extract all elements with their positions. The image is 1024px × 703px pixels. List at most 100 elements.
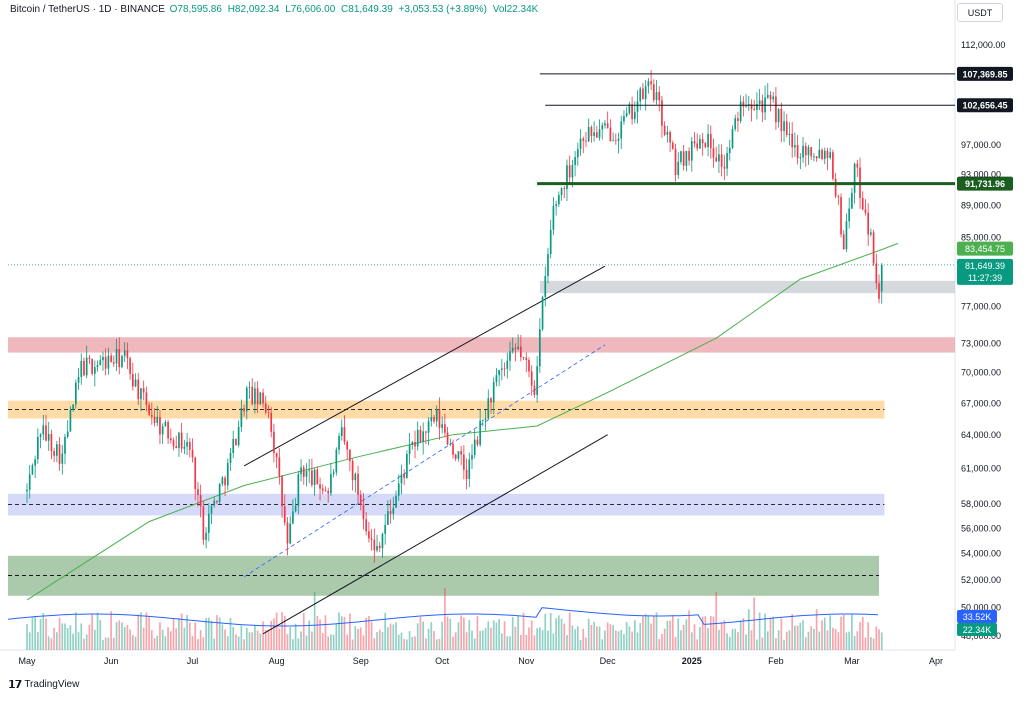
volume-bar [373, 638, 376, 650]
candle-body [734, 118, 737, 130]
candle-body [709, 133, 712, 149]
volume-bar [756, 639, 758, 650]
candle-body [756, 103, 758, 110]
volume-bar [240, 625, 243, 650]
y-tick-label: 97,000.00 [961, 140, 1001, 150]
price-label-text: 107,369.85 [962, 69, 1007, 79]
volume-bar [37, 632, 39, 650]
candle-body [625, 113, 628, 117]
candle-body [465, 469, 468, 479]
candle-body [183, 446, 186, 449]
candle-body [639, 88, 642, 102]
volume-bar [796, 625, 799, 650]
volume-bar [772, 616, 775, 650]
volume-bar [723, 620, 726, 650]
candle-body [566, 165, 568, 190]
candle-body [718, 154, 720, 162]
candle-body [861, 197, 864, 210]
volume-bar [829, 615, 832, 650]
volume-bar [53, 627, 55, 650]
candle-body [330, 474, 332, 494]
volume-bar [593, 621, 595, 650]
volume-bar [506, 636, 509, 650]
volume-bar [677, 618, 680, 650]
volume-bar [704, 616, 707, 650]
volume-bar [31, 616, 34, 650]
candle-body [614, 140, 617, 142]
volume-bar [294, 623, 297, 650]
candle-body [720, 154, 723, 167]
volume-bar [74, 612, 77, 650]
candle-body [56, 444, 58, 456]
candle-body [794, 145, 796, 148]
volume-bar [731, 629, 734, 650]
currency-button[interactable]: USDT [957, 3, 1003, 22]
candle-body [571, 164, 574, 178]
candle-body [538, 329, 541, 367]
candle-body [438, 409, 441, 428]
candle-body [332, 472, 335, 475]
volume-bar [403, 638, 406, 650]
volume-bar [671, 615, 674, 650]
candle-body [294, 505, 297, 512]
volume-bar [465, 632, 468, 650]
volume-bar [517, 615, 519, 650]
x-tick-label: Mar [844, 656, 860, 666]
candle-body [110, 355, 112, 363]
volume-bar [848, 631, 851, 650]
candle-body [400, 474, 403, 484]
candle-body [83, 360, 85, 376]
candle-body [403, 474, 406, 478]
volume-bar [579, 639, 582, 650]
candle-body [582, 138, 585, 141]
candle-body [671, 142, 674, 149]
volume-bar [875, 626, 878, 650]
candle-body [34, 459, 36, 466]
tradingview-branding[interactable]: 𝟭𝟳 TradingView [8, 678, 79, 691]
candle-body [723, 166, 726, 169]
price-label-bg [957, 176, 1013, 191]
candle-body [823, 150, 826, 159]
candle-body [72, 404, 74, 410]
volume-bar [473, 638, 476, 650]
candle-body [501, 368, 503, 370]
candle-body [650, 81, 652, 85]
volume-bar [47, 636, 50, 650]
candle-body [104, 356, 107, 369]
volume-bar [777, 630, 780, 650]
candle-body [661, 100, 663, 126]
volume-bar [547, 630, 549, 650]
volume-bar [172, 618, 175, 650]
volume-bar [544, 613, 547, 650]
volume-bar [264, 630, 267, 650]
volume-bar [153, 637, 156, 650]
candle-body [216, 500, 218, 503]
candle-body [85, 357, 88, 376]
volume-bar [775, 638, 777, 650]
candle-body [682, 151, 685, 166]
volume-bar [42, 613, 45, 650]
candle-body [739, 101, 742, 122]
candle-body [449, 443, 452, 445]
volume-bar [446, 616, 449, 650]
price-label-level: 102,656.45 [957, 98, 1013, 113]
orange-zone [8, 400, 885, 419]
volume-bar [39, 619, 42, 650]
low-value: L76,606.00 [285, 4, 336, 15]
symbol-title[interactable]: Bitcoin / TetherUS · 1D · BINANCE [10, 4, 165, 15]
volume-bar [64, 623, 66, 650]
volume-bar [416, 623, 419, 650]
volume-bar [191, 635, 194, 650]
volume-bar [563, 623, 566, 650]
volume-bar [864, 637, 867, 650]
volume-bar [737, 632, 739, 650]
volume-bar [669, 620, 671, 650]
volume-bar [229, 617, 232, 650]
volume-bar [83, 638, 85, 650]
volume-bar [207, 617, 210, 650]
volume-bar [96, 612, 99, 650]
candle-body [799, 157, 802, 159]
candle-body [840, 197, 842, 235]
